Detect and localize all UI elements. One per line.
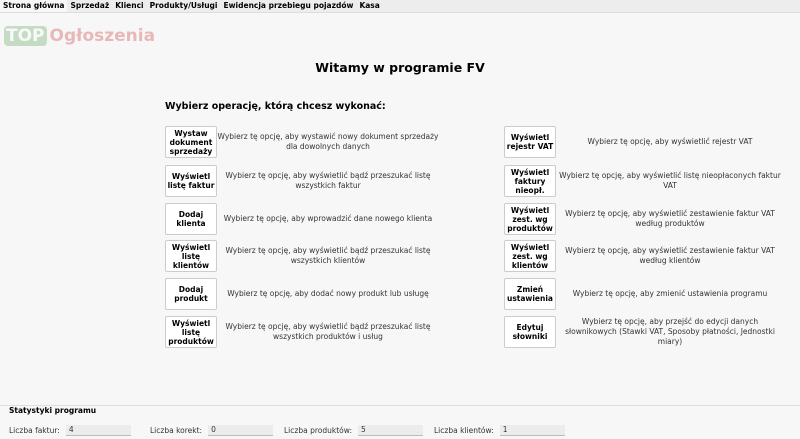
stat-value-field: 0 [208,425,274,436]
tab-clients[interactable]: Klienci [115,1,144,10]
logo-top: TOP [4,26,47,46]
operation-description: Wybierz tę opcję, aby wprowadzić dane no… [223,214,433,223]
operation-description: Wybierz tę opcję, aby wyświetlić rejestr… [587,137,753,146]
main-tabs: Strona główna Sprzedaż Klienci Produkty/… [0,0,800,13]
stat-item: Liczba produktów: 5 [284,425,423,436]
stat-value-field: 1 [499,425,565,436]
stat-item: Liczba klientów: 1 [434,425,565,436]
operation-button[interactable]: Dodaj klienta [165,203,217,235]
operation-description: Wybierz tę opcję, aby zmienić ustawienia… [572,289,768,298]
operation-button[interactable]: Edytuj słowniki [504,316,556,348]
stat-label: Liczba korekt: [150,426,203,435]
stat-value-field: 4 [65,425,131,436]
tab-vehicle-log[interactable]: Ewidencja przebiegu pojazdów [223,1,354,10]
watermark-logo: TOP Ogłoszenia [4,26,155,46]
operation-button[interactable]: Wyświetl rejestr VAT [504,126,556,158]
logo-text: Ogłoszenia [49,26,156,46]
operation-button[interactable]: Wyświetl zest. wg klientów [504,240,556,272]
tab-sales[interactable]: Sprzedaż [70,1,110,10]
stat-label: Liczba klientów: [434,426,494,435]
page-title: Witamy w programie FV [315,60,485,75]
stats-panel: Statystyki programu Liczba faktur: 4 Liczb… [0,405,800,439]
operation-button[interactable]: Wystaw dokument sprzedaży [165,126,217,158]
operation-button[interactable]: Wyświetl listę produktów [165,316,217,348]
operation-button[interactable]: Wyświetl zest. wg produktów [504,203,556,235]
tab-cash[interactable]: Kasa [359,1,380,10]
operation-description: Wybierz tę opcję, aby wyświetlić bądź pr… [225,322,431,341]
operation-button[interactable]: Wyświetl listę klientów [165,240,217,272]
page-subtitle: Wybierz operację, którą chcesz wykonać: [165,101,386,112]
operation-description: Wybierz tę opcję, aby wyświetlić listę n… [559,171,781,190]
operation-button[interactable]: Dodaj produkt [165,278,217,310]
stat-value-field: 5 [357,425,423,436]
tab-products[interactable]: Produkty/Usługi [149,1,218,10]
operation-description: Wybierz tę opcję, aby dodać nowy produkt… [227,289,429,298]
operation-description: Wybierz tę opcję, aby wyświetlić zestawi… [565,246,775,265]
operation-description: Wybierz tę opcję, aby wyświetlić zestawi… [565,209,775,228]
stats-title: Statystyki programu [9,406,97,415]
operation-description: Wybierz tę opcję, aby wyświetlić bądź pr… [225,171,431,190]
operation-description: Wybierz tę opcję, aby wyświetlić bądź pr… [225,246,431,265]
operation-description: Wybierz tę opcję, aby przejść do edycji … [565,317,775,346]
tab-home[interactable]: Strona główna [0,0,68,12]
stat-item: Liczba faktur: 4 [9,425,131,436]
operation-button[interactable]: Wyświetl faktury nieopł. [504,165,556,197]
stat-label: Liczba faktur: [9,426,60,435]
stat-label: Liczba produktów: [284,426,352,435]
operation-button[interactable]: Zmień ustawienia [504,278,556,310]
operation-button[interactable]: Wyświetl listę faktur [165,165,217,197]
stat-item: Liczba korekt: 0 [150,425,274,436]
operation-description: Wybierz tę opcję, aby wystawić nowy doku… [217,132,439,151]
